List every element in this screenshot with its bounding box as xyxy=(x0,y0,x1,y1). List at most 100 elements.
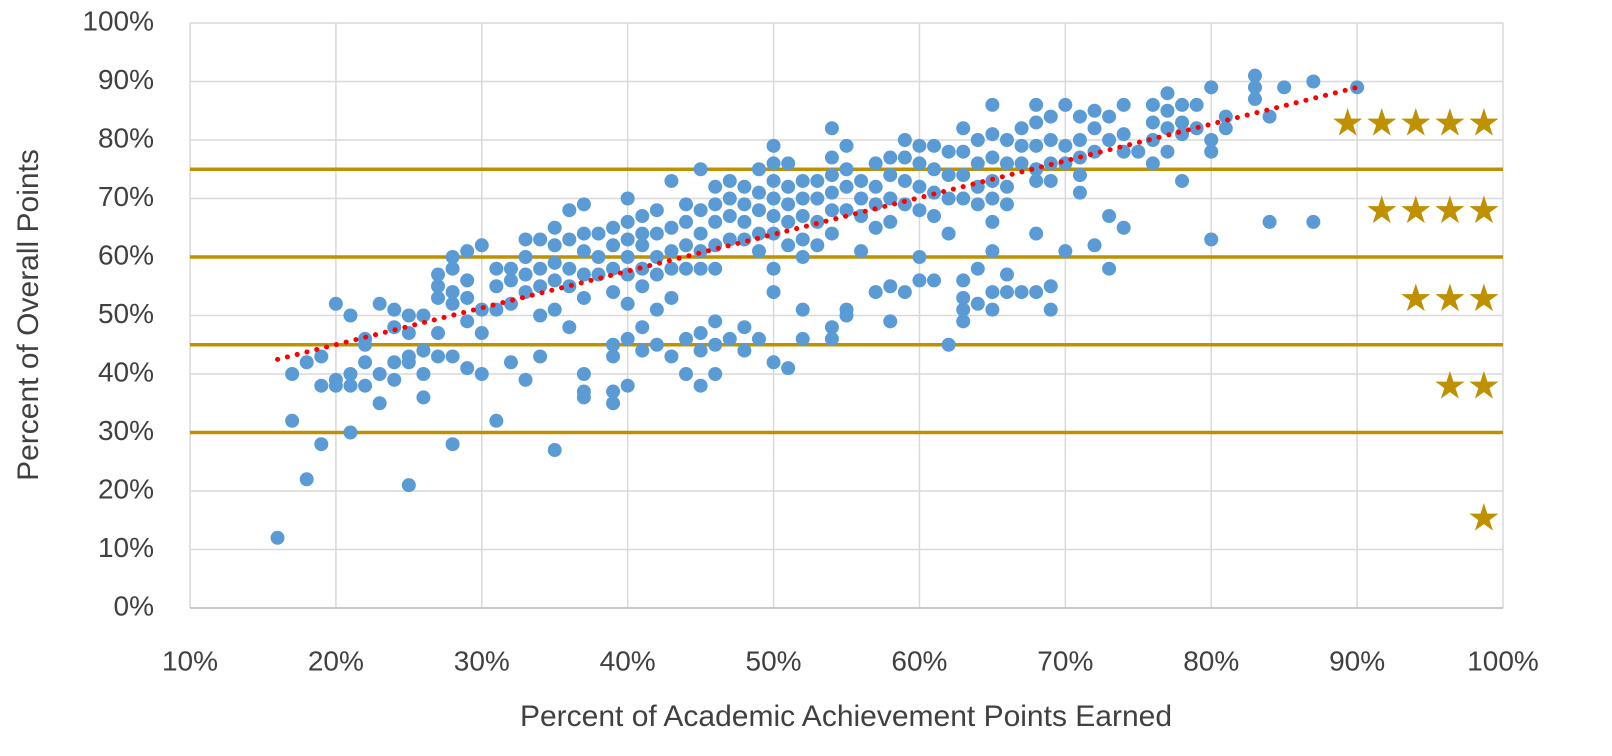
point xyxy=(883,314,898,329)
point xyxy=(795,191,810,206)
point xyxy=(927,162,942,177)
point xyxy=(358,337,373,352)
point xyxy=(970,156,985,171)
point xyxy=(722,331,737,346)
point xyxy=(635,343,650,358)
point xyxy=(474,238,489,253)
point xyxy=(824,320,839,335)
point xyxy=(693,226,708,241)
point xyxy=(576,267,591,282)
point xyxy=(547,273,562,288)
point xyxy=(883,150,898,165)
point xyxy=(999,156,1014,171)
point xyxy=(445,349,460,364)
point xyxy=(956,121,971,136)
point xyxy=(679,261,694,276)
point xyxy=(1218,121,1233,136)
point xyxy=(985,214,1000,229)
point xyxy=(576,390,591,405)
point xyxy=(606,238,621,253)
point xyxy=(679,331,694,346)
point xyxy=(489,413,504,428)
point xyxy=(1058,97,1073,112)
point xyxy=(343,425,358,440)
point xyxy=(1072,109,1087,124)
y-tick-label: 50% xyxy=(98,298,154,329)
point xyxy=(1247,80,1262,95)
point xyxy=(999,267,1014,282)
point xyxy=(897,197,912,212)
point xyxy=(810,191,825,206)
point xyxy=(766,156,781,171)
point xyxy=(912,250,927,264)
point xyxy=(795,232,810,247)
point xyxy=(1204,133,1219,147)
point xyxy=(868,197,883,212)
point xyxy=(591,226,606,241)
point xyxy=(751,162,766,177)
point xyxy=(781,197,796,212)
point xyxy=(299,472,314,487)
point xyxy=(474,367,489,381)
point xyxy=(956,273,971,288)
point xyxy=(1043,133,1058,147)
point xyxy=(839,162,854,177)
point xyxy=(620,267,635,282)
point xyxy=(824,203,839,218)
trendline xyxy=(275,84,1360,362)
point xyxy=(781,361,796,376)
point xyxy=(1058,244,1073,259)
point xyxy=(547,302,562,317)
point xyxy=(387,302,402,317)
point xyxy=(343,378,358,393)
point xyxy=(766,285,781,300)
point xyxy=(737,197,752,212)
point xyxy=(518,267,533,282)
point xyxy=(912,179,927,194)
point xyxy=(620,191,635,206)
point xyxy=(708,314,723,329)
y-tick-label: 60% xyxy=(98,239,154,270)
point xyxy=(401,478,416,493)
point xyxy=(431,349,446,364)
point xyxy=(547,220,562,235)
point xyxy=(751,203,766,218)
point xyxy=(1116,127,1131,142)
point xyxy=(985,302,1000,317)
point xyxy=(1043,302,1058,317)
point xyxy=(999,179,1014,194)
point xyxy=(956,302,971,317)
point xyxy=(431,279,446,294)
point xyxy=(708,367,723,381)
point xyxy=(343,367,358,381)
point xyxy=(970,296,985,311)
point xyxy=(766,138,781,153)
point xyxy=(358,378,373,393)
point xyxy=(387,320,402,335)
point xyxy=(649,337,664,352)
point xyxy=(620,214,635,229)
point xyxy=(927,209,942,224)
point xyxy=(576,197,591,212)
point xyxy=(547,443,562,458)
point xyxy=(679,197,694,212)
point xyxy=(620,331,635,346)
point xyxy=(970,197,985,212)
point xyxy=(1145,156,1160,171)
point xyxy=(1029,285,1044,300)
point xyxy=(970,133,985,147)
point xyxy=(1029,97,1044,112)
point xyxy=(533,261,548,276)
point xyxy=(956,314,971,329)
point xyxy=(649,250,664,264)
y-tick-label: 80% xyxy=(98,122,154,153)
point xyxy=(1072,185,1087,200)
point xyxy=(664,220,679,235)
point xyxy=(503,261,518,276)
x-tick-label: 70% xyxy=(1037,645,1093,676)
point xyxy=(620,232,635,247)
point xyxy=(824,150,839,165)
point xyxy=(781,179,796,194)
point xyxy=(1204,144,1219,159)
